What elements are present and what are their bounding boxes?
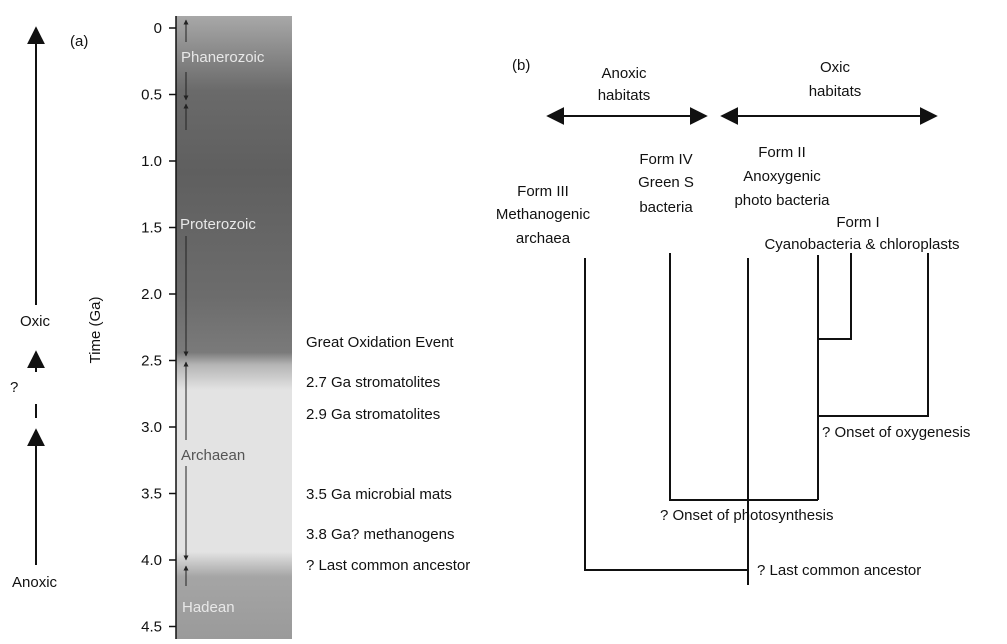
form1-line1: Cyanobacteria & chloroplasts	[764, 236, 959, 253]
eon-column	[176, 16, 292, 639]
tick-label: 2.0	[141, 286, 162, 303]
branch-form4	[669, 253, 818, 501]
form2-name: Form II	[758, 144, 806, 161]
panel-a: (a) Oxic ? Anoxic Time (Ga) 0 0.5 1.0 1.5 2.…	[10, 16, 470, 639]
eon-hadean: Hadean	[182, 599, 235, 616]
tick-label: 0	[154, 20, 162, 37]
tick-label: 3.5	[141, 486, 162, 503]
tick-group: 0 0.5 1.0 1.5 2.0 2.5 3.0 3.5 4.0 4.5	[141, 20, 176, 636]
event-list: Great Oxidation Event 2.7 Ga stromatolit…	[306, 334, 470, 574]
oxic-habitats-line1: Oxic	[820, 59, 851, 76]
form2-line1: Anoxygenic	[743, 168, 821, 185]
panel-a-label: (a)	[70, 33, 88, 50]
form1-name: Form I	[836, 214, 879, 231]
node-oxygenesis: ? Onset of oxygenesis	[822, 424, 970, 441]
node-photosynthesis: ? Onset of photosynthesis	[660, 507, 833, 524]
form3-line1: Methanogenic	[496, 206, 591, 223]
tick-label: 4.5	[141, 619, 162, 636]
event-goe: Great Oxidation Event	[306, 334, 454, 351]
event-stromatolites-27: 2.7 Ga stromatolites	[306, 374, 440, 391]
event-methanogens: 3.8 Ga? methanogens	[306, 526, 454, 543]
oxic-label: Oxic	[20, 313, 51, 330]
anoxic-habitats-line2: habitats	[598, 87, 651, 104]
tick-label: 1.5	[141, 220, 162, 237]
y-axis-title: Time (Ga)	[87, 297, 104, 364]
eon-phanerozoic: Phanerozoic	[181, 49, 265, 66]
tick-label: 2.5	[141, 353, 162, 370]
eon-archaean: Archaean	[181, 447, 245, 464]
anoxic-label: Anoxic	[12, 574, 58, 591]
oxic-habitats-line2: habitats	[809, 83, 862, 100]
tick-label: 1.0	[141, 153, 162, 170]
tick-label: 3.0	[141, 419, 162, 436]
node-last-common-ancestor: ? Last common ancestor	[757, 562, 921, 579]
form4-name: Form IV	[639, 151, 692, 168]
panel-b-label: (b)	[512, 57, 530, 74]
event-stromatolites-29: 2.9 Ga stromatolites	[306, 406, 440, 423]
question-mark: ?	[10, 379, 18, 396]
tick-label: 0.5	[141, 87, 162, 104]
event-microbial-mats: 3.5 Ga microbial mats	[306, 486, 452, 503]
form4-line2: bacteria	[639, 199, 693, 216]
eon-proterozoic: Proterozoic	[180, 216, 256, 233]
form3-name: Form III	[517, 183, 569, 200]
form3-line2: archaea	[516, 230, 571, 247]
branch-form1-left	[818, 253, 852, 340]
panel-b: (b) Anoxic habitats Oxic habitats Form I…	[496, 57, 970, 585]
event-last-common-ancestor: ? Last common ancestor	[306, 557, 470, 574]
form2-line2: photo bacteria	[734, 192, 830, 209]
form4-line1: Green S	[638, 174, 694, 191]
branch-form3	[584, 258, 748, 571]
anoxic-habitats-line1: Anoxic	[601, 65, 647, 82]
tick-label: 4.0	[141, 552, 162, 569]
branch-form1-right	[818, 253, 929, 417]
redox-axis: Oxic ? Anoxic	[10, 26, 58, 591]
phylogenetic-tree	[584, 253, 929, 585]
